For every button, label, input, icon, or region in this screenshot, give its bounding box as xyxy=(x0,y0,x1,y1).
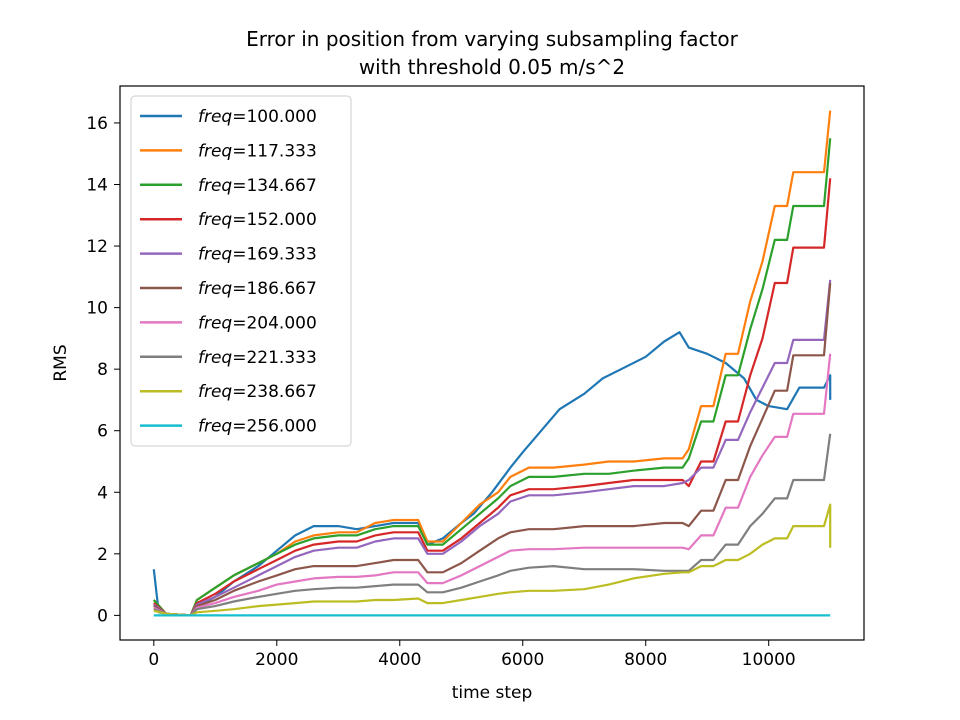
y-tick-label: 0 xyxy=(97,606,108,626)
x-tick-label: 10000 xyxy=(742,650,796,670)
chart-title-line2: with threshold 0.05 m/s^2 xyxy=(359,55,625,79)
legend-label-2: freq=134.667 xyxy=(198,176,317,196)
y-axis: 0 2 4 6 8 10 12 14 16 xyxy=(86,114,120,626)
series-line-4 xyxy=(153,279,832,617)
x-tick-label: 6000 xyxy=(501,650,544,670)
series-line-3 xyxy=(153,178,832,617)
plot-frame xyxy=(119,85,865,641)
legend-label-4: freq=169.333 xyxy=(198,245,317,265)
legend-label-9: freq=256.000 xyxy=(198,417,317,437)
legend-label-0: freq=100.000 xyxy=(198,107,317,127)
x-axis: 0 2000 4000 6000 8000 10000 xyxy=(148,640,796,670)
legend-label-3: freq=152.000 xyxy=(198,210,317,230)
y-tick-label: 4 xyxy=(97,483,108,503)
y-tick-label: 14 xyxy=(86,175,108,195)
series-line-8 xyxy=(153,503,832,617)
y-tick-label: 2 xyxy=(97,545,108,565)
x-tick-label: 2000 xyxy=(255,650,298,670)
legend-label-5: freq=186.667 xyxy=(198,279,317,299)
series-line-0 xyxy=(152,331,832,617)
y-tick-label: 10 xyxy=(86,299,108,319)
y-tick-label: 16 xyxy=(86,114,108,134)
legend-box xyxy=(130,95,352,447)
legend: freq=100.000 freq=117.333 freq=134.667 freq… xyxy=(130,95,352,447)
plot-series xyxy=(152,110,832,617)
chart-title-line1: Error in position from varying subsampli… xyxy=(246,27,738,51)
series-line-2 xyxy=(152,138,832,617)
series-line-7 xyxy=(153,433,832,617)
x-tick-label: 4000 xyxy=(378,650,421,670)
series-line-6 xyxy=(153,353,832,617)
legend-label-6: freq=204.000 xyxy=(198,313,317,333)
x-tick-label: 0 xyxy=(148,650,159,670)
legend-label-8: freq=238.667 xyxy=(198,382,317,402)
x-axis-label: time step xyxy=(452,683,533,703)
legend-label-7: freq=221.333 xyxy=(198,348,317,368)
y-tick-label: 8 xyxy=(97,360,108,380)
x-tick-label: 8000 xyxy=(624,650,667,670)
series-line-5 xyxy=(153,282,832,617)
legend-label-1: freq=117.333 xyxy=(198,141,317,161)
y-axis-label: RMS xyxy=(51,344,71,381)
y-tick-label: 12 xyxy=(86,237,108,257)
y-tick-label: 6 xyxy=(97,422,108,442)
